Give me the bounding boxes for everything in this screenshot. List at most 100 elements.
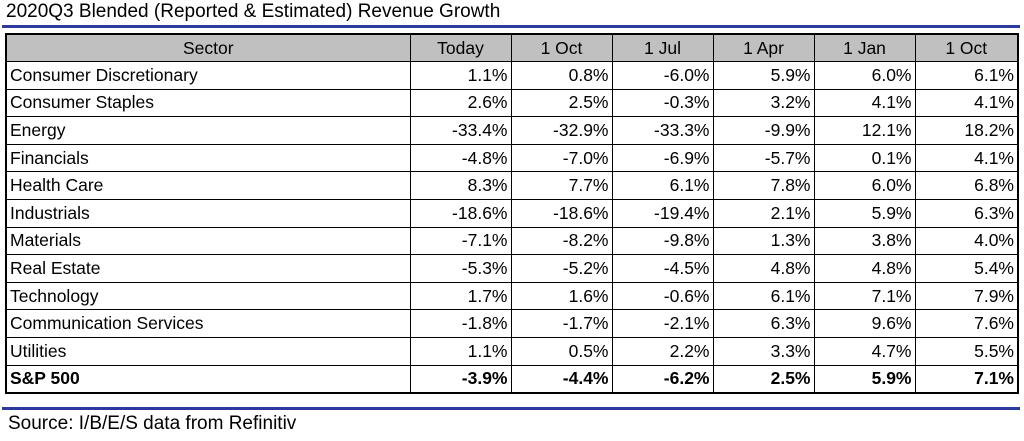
value-cell: 6.0%: [813, 61, 916, 90]
column-header-today: Today: [409, 33, 512, 63]
column-header-1-apr: 1 Apr: [712, 33, 815, 63]
value-cell: -1.8%: [409, 309, 512, 339]
value-cell: -9.8%: [611, 226, 714, 256]
value-cell: -8.2%: [510, 226, 613, 256]
value-cell: -5.7%: [712, 143, 815, 173]
table-row: Materials -7.1% -8.2% -9.8% 1.3% 3.8% 4.0%: [5, 226, 1019, 256]
table-row: Consumer Discretionary 1.1% 0.8% -6.0% 5.9% 6…: [5, 61, 1019, 90]
value-cell: 7.9%: [914, 281, 1019, 311]
sector-cell: Energy: [5, 116, 411, 145]
table-title: 2020Q3 Blended (Reported & Estimated) Re…: [6, 1, 501, 22]
value-cell: -19.4%: [611, 199, 714, 228]
value-cell: 1.6%: [510, 281, 613, 311]
footer-divider: [2, 407, 1020, 410]
value-cell: 6.3%: [712, 309, 815, 339]
value-cell: -9.9%: [712, 116, 815, 145]
column-header-1-jul: 1 Jul: [611, 33, 714, 63]
value-cell: 3.3%: [712, 337, 815, 366]
value-cell: 5.4%: [914, 254, 1019, 283]
value-cell: 0.5%: [510, 337, 613, 366]
value-cell: -0.6%: [611, 281, 714, 311]
value-cell: 7.6%: [914, 309, 1019, 339]
value-cell: 5.5%: [914, 337, 1019, 366]
table-row: Financials -4.8% -7.0% -6.9% -5.7% 0.1% 4.1%: [5, 143, 1019, 173]
total-row: S&P 500 -3.9% -4.4% -6.2% 2.5% 5.9% 7.1%: [5, 364, 1019, 394]
value-cell: 2.2%: [611, 337, 714, 366]
column-header-1-jan: 1 Jan: [813, 33, 916, 63]
value-cell: 2.6%: [409, 88, 512, 118]
sector-cell: Health Care: [5, 171, 411, 201]
value-cell: 18.2%: [914, 116, 1019, 145]
sector-cell: Technology: [5, 281, 411, 311]
value-cell: -5.3%: [409, 254, 512, 283]
value-cell: -6.0%: [611, 61, 714, 90]
value-cell: 8.3%: [409, 171, 512, 201]
column-header-1-oct: 1 Oct: [510, 33, 613, 63]
value-cell: -1.7%: [510, 309, 613, 339]
value-cell: 5.9%: [712, 61, 815, 90]
value-cell: 1.3%: [712, 226, 815, 256]
header-row: Sector Today 1 Oct 1 Jul 1 Apr 1 Jan 1 O…: [5, 33, 1019, 63]
value-cell: 6.1%: [712, 281, 815, 311]
source-note: Source: I/B/E/S data from Refinitiv: [8, 413, 297, 434]
sector-cell: S&P 500: [5, 364, 411, 394]
value-cell: 1.1%: [409, 337, 512, 366]
value-cell: -18.6%: [409, 199, 512, 228]
column-header-1-oct-prior: 1 Oct: [914, 33, 1019, 63]
value-cell: 6.1%: [914, 61, 1019, 90]
value-cell: 7.8%: [712, 171, 815, 201]
value-cell: 0.8%: [510, 61, 613, 90]
value-cell: -2.1%: [611, 309, 714, 339]
sector-cell: Consumer Staples: [5, 88, 411, 118]
value-cell: -4.4%: [510, 364, 613, 394]
sector-cell: Materials: [5, 226, 411, 256]
value-cell: 4.1%: [914, 143, 1019, 173]
value-cell: 7.1%: [914, 364, 1019, 394]
value-cell: -33.4%: [409, 116, 512, 145]
value-cell: 4.1%: [813, 88, 916, 118]
table-row: Communication Services -1.8% -1.7% -2.1% 6.3…: [5, 309, 1019, 339]
table-row: Technology 1.7% 1.6% -0.6% 6.1% 7.1% 7.9%: [5, 281, 1019, 311]
value-cell: 5.9%: [813, 199, 916, 228]
value-cell: -33.3%: [611, 116, 714, 145]
value-cell: 6.1%: [611, 171, 714, 201]
column-header-sector: Sector: [5, 33, 411, 63]
value-cell: 9.6%: [813, 309, 916, 339]
value-cell: 4.8%: [813, 254, 916, 283]
value-cell: 2.5%: [510, 88, 613, 118]
value-cell: 6.3%: [914, 199, 1019, 228]
value-cell: -6.2%: [611, 364, 714, 394]
value-cell: 4.8%: [712, 254, 815, 283]
value-cell: 2.1%: [712, 199, 815, 228]
value-cell: -4.5%: [611, 254, 714, 283]
sector-cell: Communication Services: [5, 309, 411, 339]
value-cell: 1.7%: [409, 281, 512, 311]
value-cell: -7.0%: [510, 143, 613, 173]
revenue-growth-table: Sector Today 1 Oct 1 Jul 1 Apr 1 Jan 1 O…: [5, 33, 1019, 394]
value-cell: -18.6%: [510, 199, 613, 228]
value-cell: -6.9%: [611, 143, 714, 173]
value-cell: 4.7%: [813, 337, 916, 366]
value-cell: 4.1%: [914, 88, 1019, 118]
table-row: Consumer Staples 2.6% 2.5% -0.3% 3.2% 4.1% 4.1…: [5, 88, 1019, 118]
table-body: Consumer Discretionary 1.1% 0.8% -6.0% 5.9% 6…: [5, 61, 1019, 394]
table-row: Health Care 8.3% 7.7% 6.1% 7.8% 6.0% 6.8%: [5, 171, 1019, 201]
table-row: Energy -33.4% -32.9% -33.3% -9.9% 12.1% 18.2%: [5, 116, 1019, 145]
table-row: Utilities 1.1% 0.5% 2.2% 3.3% 4.7% 5.5%: [5, 337, 1019, 366]
value-cell: 4.0%: [914, 226, 1019, 256]
value-cell: 2.5%: [712, 364, 815, 394]
sector-cell: Consumer Discretionary: [5, 61, 411, 90]
value-cell: 3.8%: [813, 226, 916, 256]
value-cell: -5.2%: [510, 254, 613, 283]
table-row: Industrials -18.6% -18.6% -19.4% 2.1% 5.9% 6.3…: [5, 199, 1019, 228]
value-cell: -7.1%: [409, 226, 512, 256]
value-cell: 12.1%: [813, 116, 916, 145]
value-cell: 0.1%: [813, 143, 916, 173]
sector-cell: Utilities: [5, 337, 411, 366]
value-cell: 6.8%: [914, 171, 1019, 201]
value-cell: 7.1%: [813, 281, 916, 311]
sector-cell: Industrials: [5, 199, 411, 228]
value-cell: 5.9%: [813, 364, 916, 394]
value-cell: -32.9%: [510, 116, 613, 145]
table-row: Real Estate -5.3% -5.2% -4.5% 4.8% 4.8% 5.4%: [5, 254, 1019, 283]
